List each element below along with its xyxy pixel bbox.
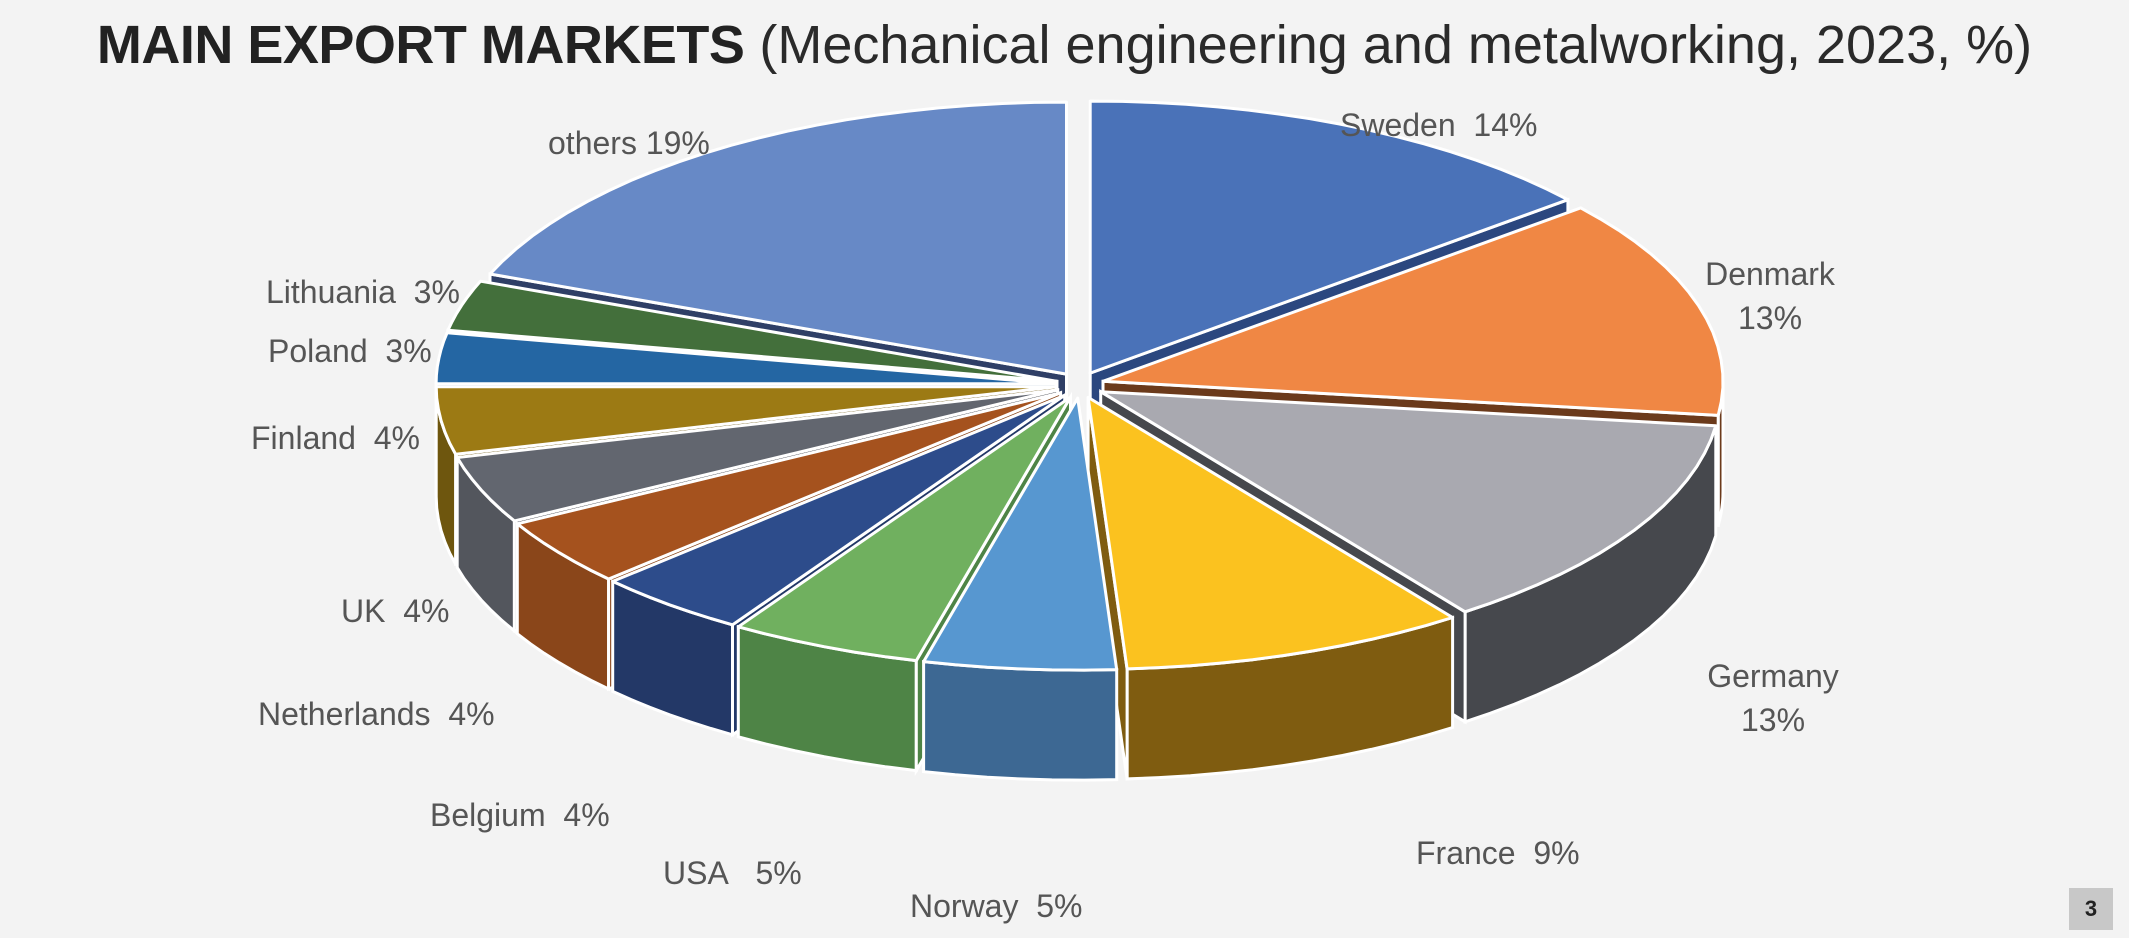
label-name: Netherlands [258,696,431,732]
chart-title: MAIN EXPORT MARKETS (Mechanical engineer… [0,14,2129,76]
label-value: 4% [563,797,610,833]
label-name: Poland [268,333,368,369]
slice-norway-side [922,659,1119,782]
label-value: 13% [1740,702,1806,738]
slice-netherlands [515,391,1063,581]
label-name: Lithuania [266,274,396,310]
page-number: 3 [2069,888,2113,930]
label-name: Germany [1707,658,1839,694]
slice-uk [455,388,1060,523]
label-value: 4% [448,696,495,732]
label-france: France 9% [1416,831,1580,875]
slice-denmark [1101,206,1725,417]
slice-poland [434,331,1058,386]
label-value: 9% [1533,835,1580,871]
label-value: 5% [755,855,802,891]
label-lithuania: Lithuania 3% [266,270,460,314]
label-name: Finland [251,420,356,456]
label-sweden: Sweden 14% [1340,103,1537,147]
slice-germany [1099,390,1718,614]
label-denmark: Denmark 13% [1690,252,1850,340]
slice-france [1086,395,1455,671]
label-name: Sweden [1340,107,1456,143]
label-others: others 19% [548,121,710,165]
label-value: 3% [385,333,432,369]
slice-sweden [1088,99,1570,375]
title-bold: MAIN EXPORT MARKETS [96,15,745,75]
pie-tops [434,99,1725,672]
slice-belgium [611,393,1067,627]
slice-lithuania [446,279,1059,383]
label-value: 14% [1473,107,1538,143]
label-netherlands: Netherlands 4% [258,692,495,736]
label-name: France [1416,835,1516,871]
label-value: 4% [403,593,450,629]
slice-norway [922,396,1119,672]
slice-others [488,100,1068,376]
label-value: 13% [1737,300,1803,336]
title-subtitle: (Mechanical engineering and metalworking… [759,15,2033,75]
label-name: Norway [910,888,1019,924]
label-name: USA [663,855,729,891]
label-value: 19% [645,125,710,161]
slice-finland [434,385,1058,456]
label-name: others [548,125,637,161]
label-uk: UK 4% [341,589,449,633]
slice-usa [736,395,1072,663]
label-finland: Finland 4% [251,416,420,460]
label-name: Denmark [1705,256,1835,292]
label-name: UK [341,593,386,629]
label-usa: USA 5% [663,851,802,895]
label-poland: Poland 3% [268,329,432,373]
label-name: Belgium [430,797,546,833]
label-value: 4% [373,420,420,456]
label-value: 5% [1036,888,1083,924]
label-germany: Germany 13% [1693,654,1853,742]
label-value: 3% [413,274,460,310]
label-belgium: Belgium 4% [430,793,610,837]
label-norway: Norway 5% [910,884,1083,928]
